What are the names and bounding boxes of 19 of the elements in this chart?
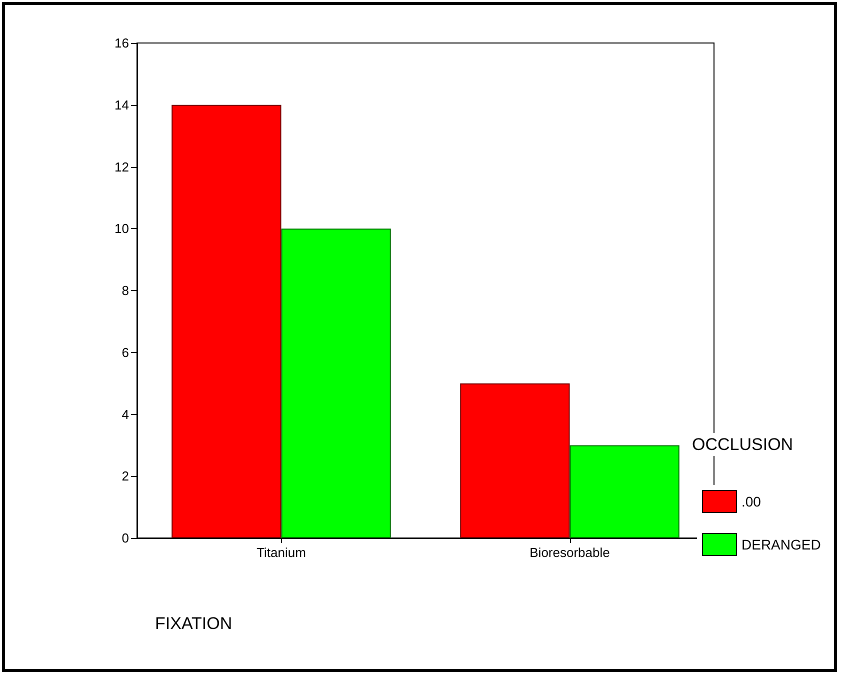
y-tick-label: 12 bbox=[114, 159, 129, 174]
y-tick-label: 14 bbox=[114, 97, 129, 112]
legend-label: .00 bbox=[742, 494, 762, 510]
bar bbox=[281, 228, 391, 538]
y-tick-label: 4 bbox=[122, 406, 129, 422]
legend-title: OCCLUSION bbox=[692, 435, 794, 454]
bar bbox=[570, 445, 680, 538]
x-tick-label: Bioresorbable bbox=[530, 545, 610, 560]
bar bbox=[172, 104, 282, 538]
y-tick-label: 6 bbox=[122, 344, 129, 360]
y-tick-label: 8 bbox=[122, 283, 129, 298]
x-tick-label: Titanium bbox=[256, 545, 306, 560]
y-tick-label: 16 bbox=[114, 36, 129, 50]
y-tick-label: 10 bbox=[114, 221, 129, 236]
bar bbox=[460, 383, 570, 538]
y-tick-label: 2 bbox=[122, 468, 129, 484]
x-axis-title: FIXATION bbox=[155, 614, 232, 633]
y-tick-label: 0 bbox=[122, 530, 129, 546]
legend-label: DERANGED bbox=[742, 536, 821, 552]
